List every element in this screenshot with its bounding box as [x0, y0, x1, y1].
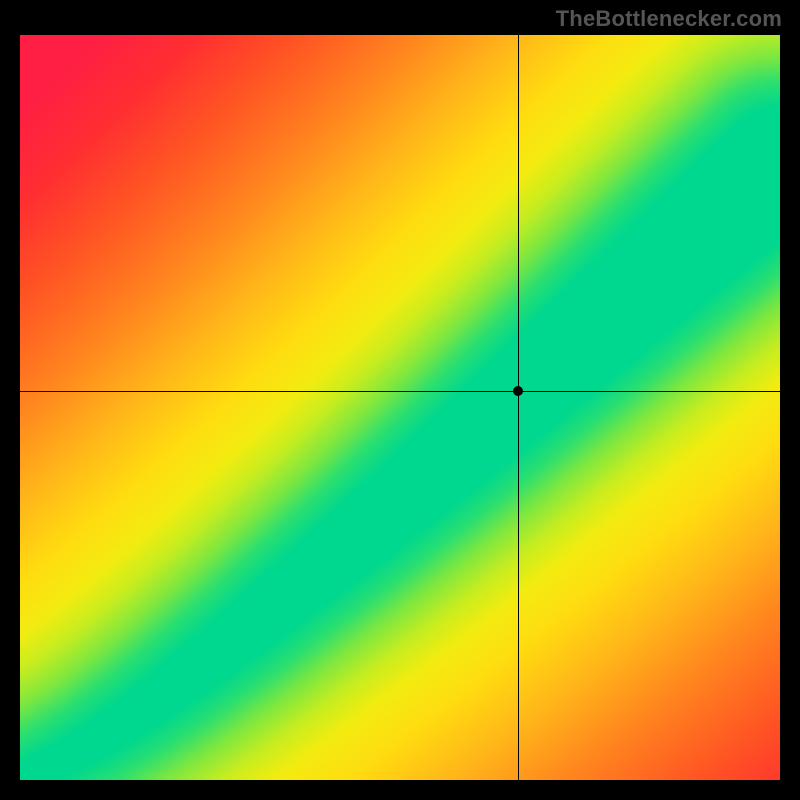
- heatmap-plot: [20, 35, 780, 780]
- crosshair-horizontal: [20, 391, 780, 392]
- crosshair-dot: [513, 386, 523, 396]
- crosshair-vertical: [518, 35, 519, 780]
- heatmap-canvas: [20, 35, 780, 780]
- watermark-text: TheBottlenecker.com: [556, 6, 782, 32]
- heatmap-canvas-wrap: [20, 35, 780, 780]
- figure-container: TheBottlenecker.com: [0, 0, 800, 800]
